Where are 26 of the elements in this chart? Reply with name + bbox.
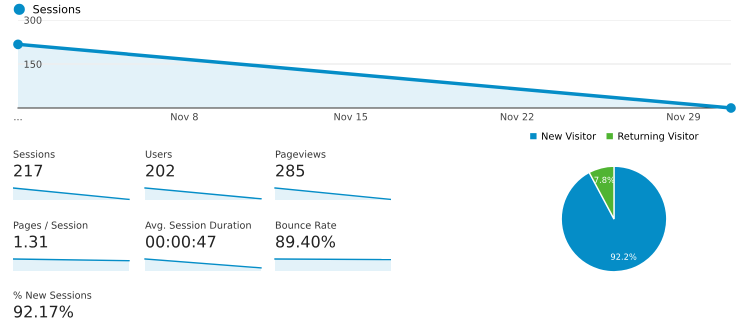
text: Pages / Session: [14, 221, 88, 231]
y-tick-label: 150: [24, 60, 42, 68]
text: Avg. Session Duration: [145, 221, 251, 231]
text: 1.31: [14, 236, 48, 248]
pie-slice: [560, 166, 668, 272]
text: Pageviews: [276, 150, 326, 160]
text: 217: [14, 164, 42, 176]
text: Users: [146, 150, 172, 158]
text: 285: [276, 164, 304, 177]
x-tick-label: Nov 8: [171, 113, 198, 120]
text: 92.17%: [14, 306, 74, 318]
x-tick-label: Nov 22: [500, 113, 534, 120]
legend-label: Sessions: [33, 4, 80, 14]
text: 00:00:47: [146, 236, 216, 248]
text: Sessions: [14, 150, 55, 158]
text: % New Sessions: [14, 291, 92, 299]
legend-label: New Visitor: [542, 132, 596, 140]
text: Bounce Rate: [276, 222, 336, 229]
x-tick-label: Nov 29: [667, 113, 700, 120]
x-tick-label: Nov 15: [334, 113, 368, 120]
y-tick-label: 300: [24, 16, 42, 24]
legend-label: Returning Visitor: [618, 132, 699, 142]
text: 89.40%: [276, 236, 336, 248]
x-tick-label: ...: [14, 119, 22, 120]
data-label: 92.2%: [610, 254, 636, 260]
text: 202: [146, 164, 174, 177]
